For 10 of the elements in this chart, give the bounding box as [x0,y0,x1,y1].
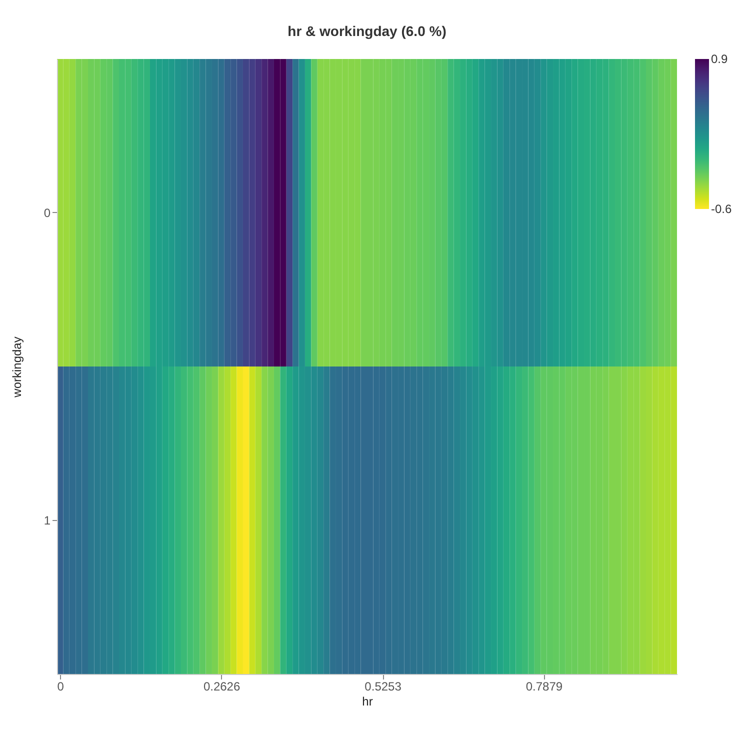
x-tick-label: 0.5253 [364,680,402,694]
color-bar-label: -0.6 [711,202,732,216]
x-tick-label: 0.2626 [203,680,240,694]
x-tick-label: 0.7879 [526,680,563,694]
y-tick-label: 1 [44,513,51,528]
y-axis-title: workingday [10,336,24,398]
color-bar-label: 0.9 [711,52,728,66]
x-axis-title: hr [362,694,373,708]
x-tick-label: 0 [57,680,64,694]
chart-title: hr & workingday (6.0 %) [288,23,446,39]
